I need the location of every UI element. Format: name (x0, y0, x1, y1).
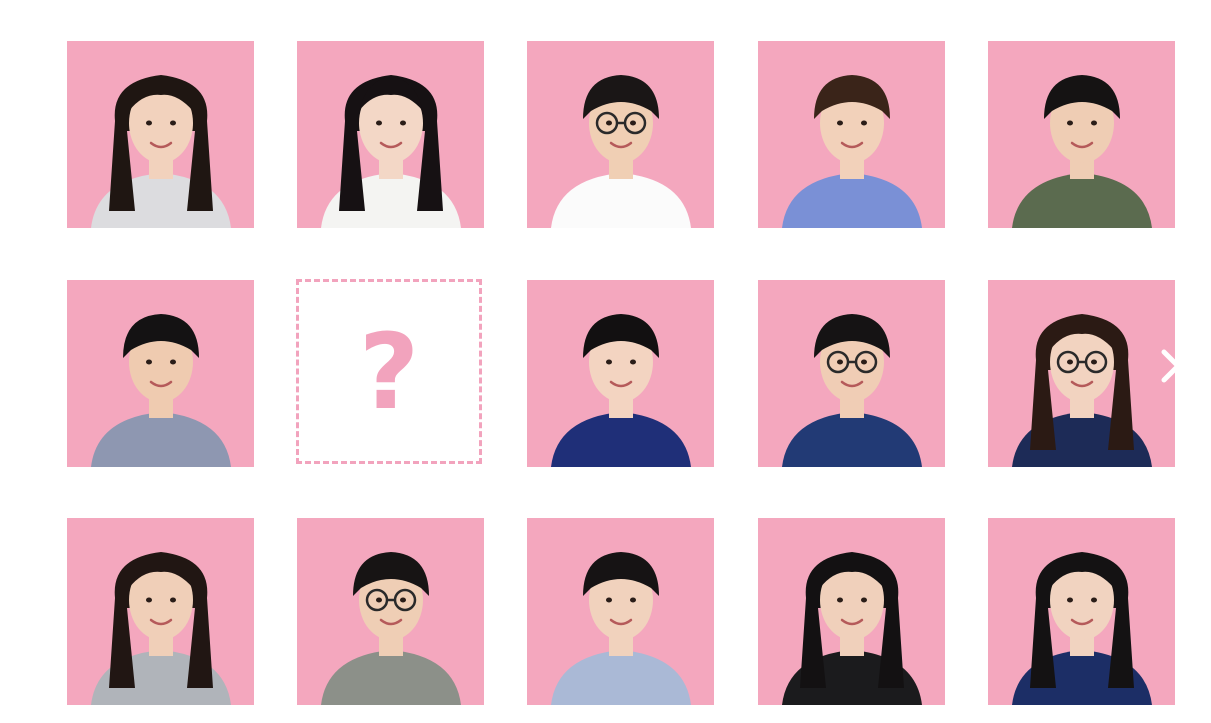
portrait-illustration (758, 41, 945, 228)
chevron-right-icon[interactable] (1160, 346, 1182, 386)
team-member-photo[interactable] (758, 518, 945, 705)
team-member-photo[interactable] (527, 518, 714, 705)
portrait-illustration (758, 280, 945, 467)
question-mark-icon: ? (358, 310, 420, 433)
team-member-photo[interactable] (988, 41, 1175, 228)
team-member-photo[interactable] (67, 41, 254, 228)
portrait-illustration (988, 280, 1175, 467)
team-member-photo[interactable] (67, 518, 254, 705)
team-member-photo[interactable] (758, 280, 945, 467)
portrait-illustration (67, 518, 254, 705)
mystery-member-placeholder[interactable]: ? (296, 279, 482, 464)
team-member-photo[interactable] (758, 41, 945, 228)
portrait-illustration (988, 518, 1175, 705)
portrait-illustration (527, 280, 714, 467)
portrait-illustration (758, 518, 945, 705)
portrait-illustration (527, 41, 714, 228)
team-member-photo[interactable] (297, 518, 484, 705)
portrait-illustration (297, 41, 484, 228)
team-member-photo[interactable] (988, 280, 1175, 467)
team-member-photo[interactable] (527, 280, 714, 467)
team-member-photo[interactable] (988, 518, 1175, 705)
team-member-photo[interactable] (297, 41, 484, 228)
portrait-illustration (527, 518, 714, 705)
team-member-photo[interactable] (527, 41, 714, 228)
portrait-illustration (297, 518, 484, 705)
portrait-illustration (67, 280, 254, 467)
portrait-illustration (988, 41, 1175, 228)
portrait-illustration (67, 41, 254, 228)
team-member-photo[interactable] (67, 280, 254, 467)
